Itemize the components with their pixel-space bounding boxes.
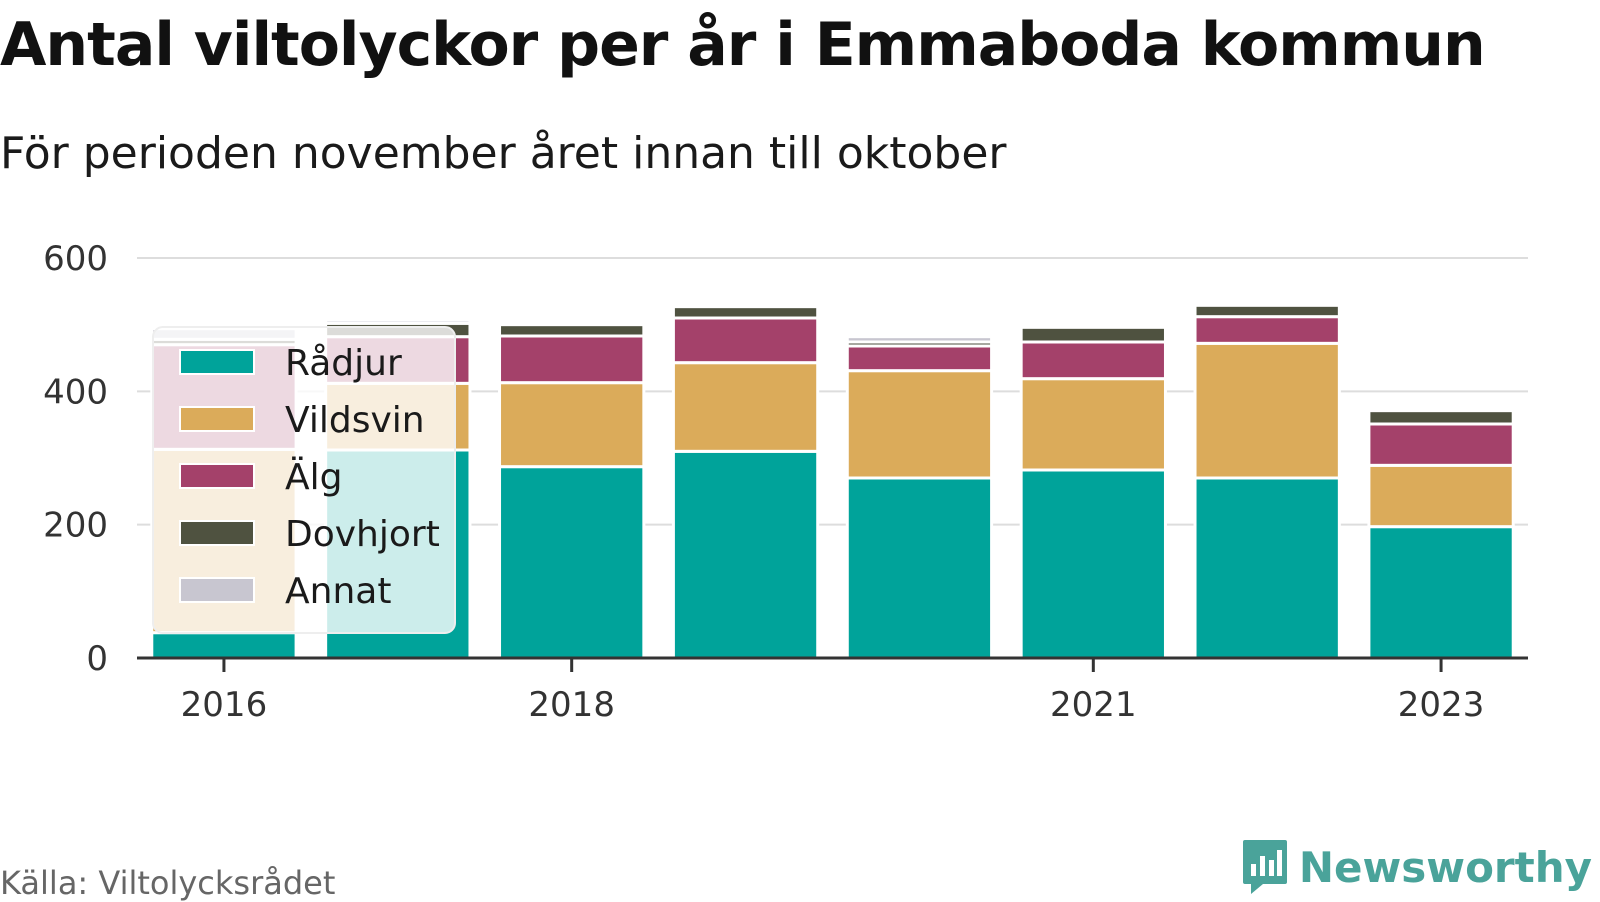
x-tick-label: 2023 [1398,685,1485,725]
legend-box [152,326,456,634]
bar-segment-2020 [845,344,994,373]
chart-title: Antal viltolyckor per år i Emmaboda komm… [0,10,1486,80]
legend: Rådjur Vildsvin Älg Dovhjort Annat [152,326,456,634]
bar-segment-2021 [1019,377,1167,472]
legend-label: Dovhjort [285,514,440,555]
bar-segment-2020 [845,476,994,660]
bar-segment-2023 [1367,463,1515,529]
y-tick-label: 200 [43,506,108,546]
bar-segment-2022 [1193,476,1341,660]
x-tick-label: 2021 [1050,685,1137,725]
legend-label: Älg [285,456,342,498]
bar-segment-2021 [1019,325,1167,344]
legend-swatch [179,577,255,603]
x-tick-label: 2018 [528,685,615,725]
brand-name: Newsworthy [1298,842,1592,892]
bar-segment-2016 [150,631,298,660]
bar-segment-2019 [671,361,820,453]
bar-segment-2020 [845,369,994,480]
bar-segment-2018 [498,334,646,385]
bar-segment-2022 [1193,341,1341,480]
bar-segment-2020 [845,335,994,344]
bar-segment-2019 [671,316,820,365]
bar-segment-2018 [498,323,646,338]
bar-segment-2023 [1367,422,1515,467]
y-tick-label: 400 [43,372,108,412]
legend-label: Annat [285,571,391,612]
bar-segment-2021 [1019,340,1167,381]
y-tick-label: 0 [86,639,108,679]
x-tick-label: 2016 [181,685,268,725]
bar-chart-speech-bubble-icon [1242,840,1287,894]
bar-segment-2017 [324,318,472,325]
bar-segment-2018 [498,381,646,469]
stacked-bar-chart: 0 200 400 600 2016 2018 2021 2023 Rådjur Vildsvi… [43,239,1528,725]
bar-segment-2022 [1193,303,1341,319]
legend-swatch [179,520,255,546]
chart-subtitle: För perioden november året innan till ok… [0,128,1007,179]
bar-segment-2018 [498,465,646,660]
legend-swatch [179,349,255,375]
legend-swatch [179,406,255,432]
legend-swatch [179,463,255,489]
bar-segment-2019 [671,449,820,660]
bar-segment-2019 [671,305,820,320]
axes: 0 200 400 600 2016 2018 2021 2023 [43,239,1528,725]
bar-segment-2022 [1193,315,1341,345]
brand-logo: Newsworthy [1241,838,1592,896]
bar-segment-2021 [1019,468,1167,660]
legend-label: Rådjur [285,343,402,384]
y-tick-label: 600 [43,239,108,279]
legend-label: Vildsvin [285,400,425,441]
bar-segment-2023 [1367,409,1515,426]
bar-segment-2023 [1367,525,1515,660]
source-note: Källa: Viltolycksrådet [0,864,336,902]
